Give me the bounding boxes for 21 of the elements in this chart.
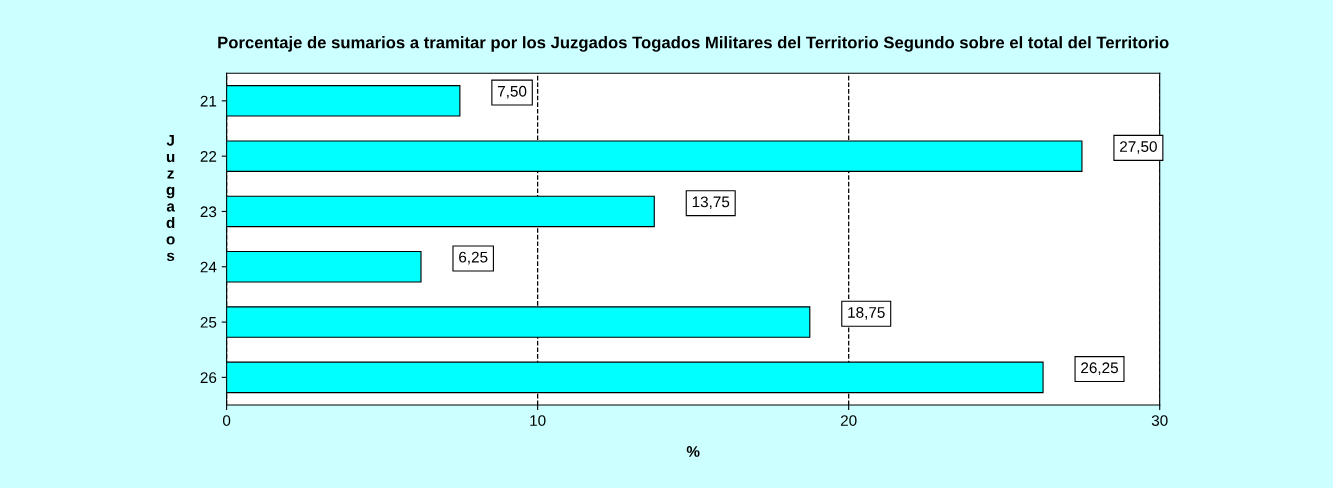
y-tick-label: 25	[200, 316, 217, 328]
x-tick-label: 10	[530, 415, 546, 426]
y-tick-label: 23	[200, 206, 217, 218]
y-tick-label: 24	[200, 261, 217, 273]
y-tick-label: 21	[200, 95, 217, 107]
y-axis-title: Juzgados	[166, 135, 175, 262]
data-label: 26,25	[1081, 362, 1118, 375]
x-tick-label: 20	[840, 415, 857, 426]
y-tick-label: 26	[200, 372, 217, 384]
y-tick-label: 22	[200, 151, 217, 162]
data-label: 13,75	[692, 196, 730, 210]
bar	[226, 251, 422, 283]
x-tick-label: 30	[1151, 415, 1168, 426]
data-label: 18,75	[848, 307, 885, 320]
x-tick-label: 0	[222, 415, 231, 426]
data-label: 7,50	[497, 85, 527, 99]
chart-title: Porcentaje de sumarios a tramitar por los Juzgados Togados Militares del Territorio Segundo sobre el total del Territorio	[218, 36, 1169, 52]
bar	[226, 85, 461, 117]
data-label: 6,25	[459, 251, 488, 265]
data-label: 27,50	[1120, 141, 1157, 154]
x-axis-title: %	[686, 446, 700, 457]
